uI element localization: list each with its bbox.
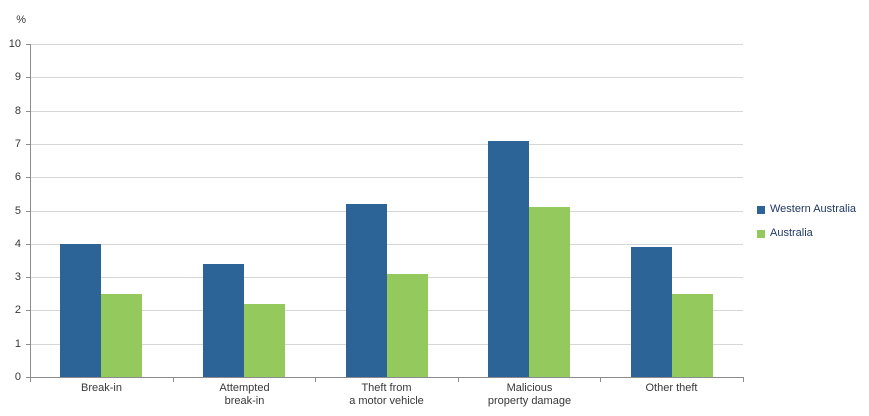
x-axis-category-label: Theft from a motor vehicle: [349, 382, 424, 407]
bar-western-australia: [203, 264, 244, 377]
y-axis-tick-label: 6: [14, 171, 21, 183]
x-axis-category-label: Other theft: [645, 382, 698, 394]
legend-marker-western-australia: [757, 205, 765, 214]
bar-australia: [101, 294, 142, 377]
y-axis-tick: [26, 377, 30, 378]
y-axis-tick: [26, 44, 30, 45]
y-axis-tick-label: 8: [14, 105, 21, 117]
y-axis-line: [30, 44, 31, 377]
bar-australia: [387, 274, 428, 377]
x-axis-tick: [743, 377, 744, 382]
gridline: [30, 77, 743, 78]
y-axis-tick-label: 3: [14, 271, 21, 283]
x-axis-tick: [600, 377, 601, 382]
y-axis-tick-label: 5: [14, 205, 21, 217]
y-axis-tick-label: 4: [14, 238, 21, 250]
y-axis-tick: [26, 144, 30, 145]
x-axis-category-label: Break-in: [81, 382, 122, 394]
y-axis-tick-label: 7: [14, 138, 21, 150]
y-axis-tick-label: 2: [14, 304, 21, 316]
legend-label: Western Australia: [770, 203, 857, 215]
x-axis-line: [30, 377, 744, 378]
y-axis-tick-label: 0: [14, 371, 21, 383]
y-axis-unit-label: %: [16, 14, 26, 26]
gridline: [30, 111, 743, 112]
x-axis-category-label: Attempted break-in: [219, 382, 270, 407]
plot-area: [26, 44, 744, 382]
gridline: [30, 144, 743, 145]
x-axis-category-label: Malicious property damage: [487, 382, 572, 407]
gridline: [30, 177, 743, 178]
x-axis-tick: [173, 377, 174, 382]
gridline: [30, 44, 743, 45]
y-axis-tick: [26, 111, 30, 112]
x-axis-tick: [458, 377, 459, 382]
x-axis-tick: [315, 377, 316, 382]
legend-label: Australia: [770, 227, 813, 239]
legend-marker-australia: [757, 229, 765, 238]
y-axis-tick: [26, 344, 30, 345]
x-axis-tick: [30, 377, 31, 382]
y-axis-tick: [26, 211, 30, 212]
bar-australia: [672, 294, 713, 377]
legend-item-australia: Australia: [757, 227, 813, 240]
bar-western-australia: [631, 247, 672, 377]
y-axis-tick: [26, 244, 30, 245]
bar-western-australia: [60, 244, 101, 377]
y-axis-tick-label: 9: [14, 71, 21, 83]
bar-western-australia: [488, 141, 529, 377]
y-axis-tick: [26, 310, 30, 311]
y-axis-tick-label: 10: [8, 38, 21, 50]
y-axis-tick-label: 1: [14, 338, 21, 350]
bar-australia: [244, 304, 285, 377]
y-axis-tick: [26, 77, 30, 78]
bar-australia: [529, 207, 570, 377]
bar-western-australia: [346, 204, 387, 377]
y-axis-tick: [26, 177, 30, 178]
y-axis-tick: [26, 277, 30, 278]
legend-item-western-australia: Western Australia: [757, 203, 856, 216]
